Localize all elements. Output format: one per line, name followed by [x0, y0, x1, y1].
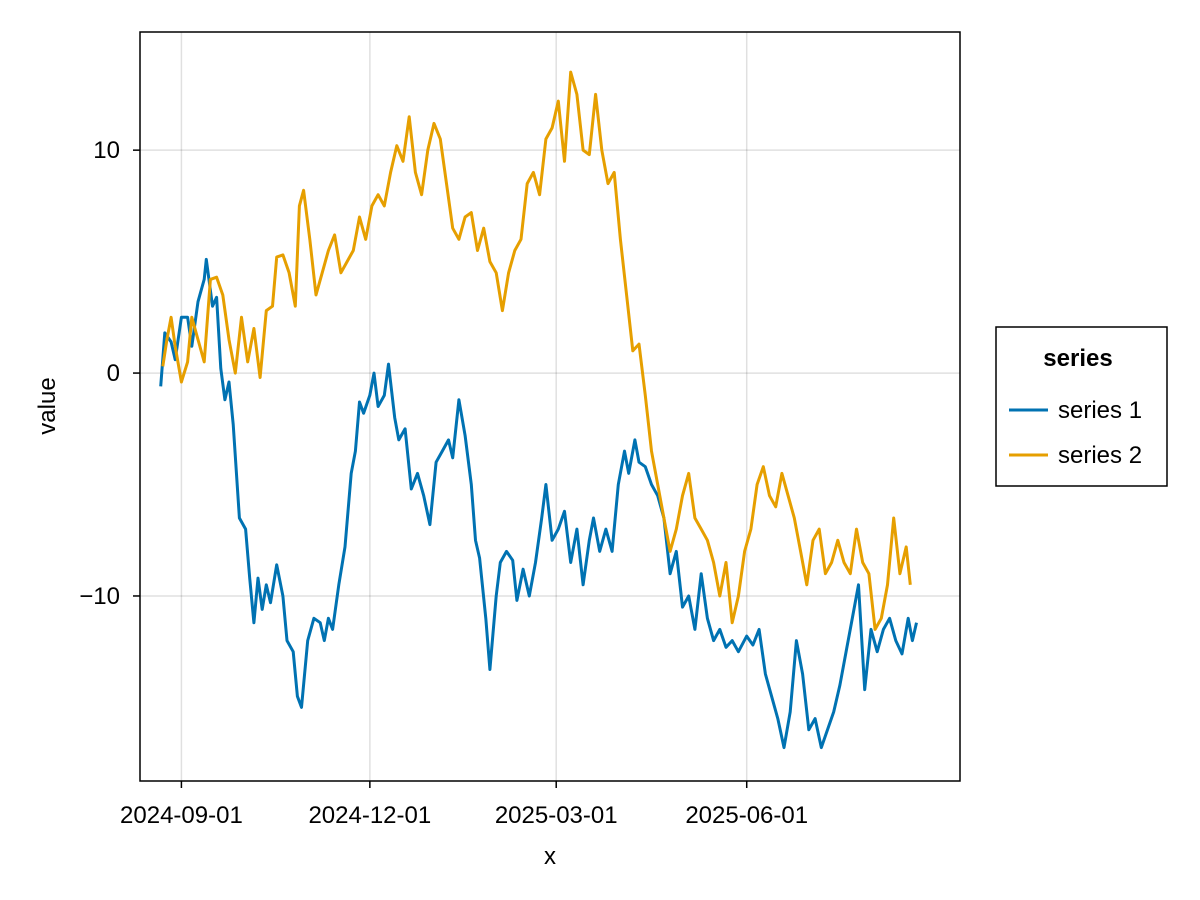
series-line-1 [159, 257, 918, 750]
x-axis-title: x [544, 843, 556, 870]
y-tick-label: 0 [107, 360, 120, 387]
y-axis-title: value [34, 377, 61, 434]
x-axis-ticks: 2024-09-01 2024-12-01 2025-03-01 2025-06-01 [120, 781, 808, 829]
y-tick-label: 10 [93, 137, 120, 164]
x-tick-label: 2024-09-01 [120, 802, 243, 829]
legend-title: series [1043, 345, 1112, 372]
x-tick-label: 2024-12-01 [308, 802, 431, 829]
series-lines [159, 70, 918, 750]
y-axis-ticks: −10 0 10 [79, 137, 140, 610]
series-line-2 [161, 70, 912, 631]
legend: series series 1 series 2 [995, 326, 1168, 487]
x-tick-label: 2025-03-01 [495, 802, 618, 829]
x-tick-label: 2025-06-01 [685, 802, 808, 829]
legend-box [995, 326, 1168, 487]
legend-label-2: series 2 [1058, 442, 1142, 469]
plot-frame [139, 31, 961, 782]
y-tick-label: −10 [79, 583, 120, 610]
legend-label-1: series 1 [1058, 397, 1142, 424]
grid [140, 32, 960, 781]
